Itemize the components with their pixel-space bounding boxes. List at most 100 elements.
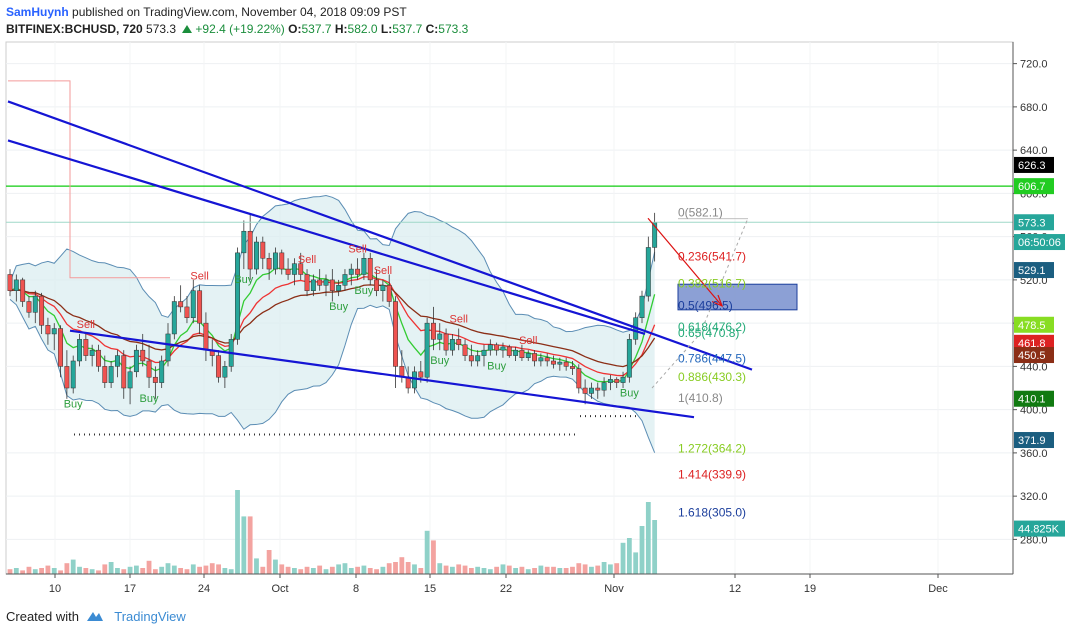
price-tag-label: 06:50:06 <box>1018 237 1061 249</box>
y-tick-label: 680.0 <box>1020 102 1048 114</box>
volume-bar <box>639 526 645 574</box>
volume-bar <box>26 566 32 574</box>
candle <box>58 325 64 378</box>
volume-bar <box>165 563 171 574</box>
candle <box>348 263 354 286</box>
buy-signal: Buy <box>64 398 83 410</box>
candle-body <box>361 258 367 275</box>
last-price: 573.3 <box>146 22 177 36</box>
sell-signal: Sell <box>348 243 366 255</box>
publish-line: SamHuynh published on TradingView.com, N… <box>6 4 468 21</box>
sell-signal: Sell <box>450 314 468 326</box>
volume-bar <box>115 568 120 574</box>
volume-bar <box>285 566 291 574</box>
candle <box>570 360 575 376</box>
candle-body <box>626 339 632 378</box>
x-tick-label: 17 <box>124 583 136 595</box>
candle <box>551 355 556 369</box>
candle <box>114 350 120 378</box>
candle <box>272 247 278 275</box>
candle <box>557 357 563 371</box>
y-tick-label: 440.0 <box>1020 361 1048 373</box>
target-zone-box <box>677 283 798 311</box>
candle <box>487 339 493 356</box>
candle <box>102 355 108 389</box>
candle <box>146 344 152 389</box>
volume-bar <box>532 568 537 574</box>
price-tag-bg <box>1014 390 1054 407</box>
fib-dashed-guide <box>651 218 749 389</box>
price-tag: 478.5 <box>1014 316 1054 333</box>
candle-body <box>241 230 247 254</box>
volume-bar <box>405 562 411 574</box>
volume-bar <box>140 568 146 574</box>
y-tick-label: 360.0 <box>1020 448 1048 460</box>
buy-signal: Buy <box>329 301 348 313</box>
volume-bar <box>620 542 626 574</box>
candle <box>500 342 506 358</box>
volume-bar <box>39 568 44 574</box>
candle-body <box>222 366 228 378</box>
candle <box>430 306 436 351</box>
volume-bar <box>633 552 639 574</box>
fib-label: 0(582.1) <box>678 206 723 220</box>
volume-bar <box>235 490 240 574</box>
candle-body <box>304 274 310 291</box>
candle <box>595 382 601 399</box>
candle <box>329 269 335 302</box>
volume-bar <box>557 568 563 574</box>
volume-bar <box>336 564 342 574</box>
volume-bar <box>380 566 386 574</box>
volume-bar <box>260 566 266 574</box>
author-name[interactable]: SamHuynh <box>6 5 69 19</box>
buy-signal: Buy <box>487 361 506 373</box>
volume-bar <box>342 563 348 574</box>
x-tick-label: Nov <box>604 583 624 595</box>
candle <box>424 317 430 383</box>
candle-body <box>20 279 26 302</box>
tradingview-brand[interactable]: TradingView <box>114 609 186 624</box>
candle-body <box>386 285 392 302</box>
candle-body <box>645 247 651 297</box>
buy-signal: Buy <box>354 285 373 297</box>
candle <box>7 269 13 297</box>
volume-bar <box>89 569 95 574</box>
candle-body <box>203 322 209 351</box>
fib-label: 1.414(339.9) <box>678 468 746 482</box>
candle-body <box>519 349 525 358</box>
volume-bar <box>159 566 165 574</box>
candle-body <box>165 333 171 362</box>
price-chart[interactable]: 0(582.1) 0.236(541.7) 0.382(516.7) 0.5(496.… <box>0 0 1072 600</box>
volume-bar <box>462 565 468 574</box>
candle-body <box>412 371 417 389</box>
time-axis: 10 17 24 Oct 8 15 22 Nov 12 19 Dec <box>6 573 1013 595</box>
candle <box>607 375 613 391</box>
candle <box>532 350 538 367</box>
volume-bar <box>538 565 544 574</box>
volume-bar <box>563 568 569 574</box>
candle-body <box>607 379 613 383</box>
candle-body <box>418 371 424 378</box>
candle <box>342 269 348 291</box>
y-tick-label: 400.0 <box>1020 405 1048 417</box>
candle <box>285 258 291 280</box>
volume-bar <box>551 566 556 574</box>
symbol-line: BITFINEX:BCHUSD, 720 573.3 +92.4 (+19.22… <box>6 21 468 38</box>
candle-body <box>513 349 519 356</box>
projection-arrow-head <box>711 294 724 307</box>
candle <box>178 285 184 313</box>
price-tag: 44.825K <box>1014 520 1065 537</box>
candle-body <box>588 387 594 394</box>
volume-bar <box>254 558 259 574</box>
candle <box>544 353 550 367</box>
volume-bar <box>431 540 436 574</box>
volume-bar <box>595 565 601 574</box>
candle-body <box>620 376 626 383</box>
candle-body <box>285 268 291 275</box>
trendline <box>69 329 695 419</box>
symbol-label: BITFINEX:BCHUSD, 720 <box>6 22 143 36</box>
candle-body <box>329 279 335 291</box>
volume-bar <box>178 568 184 574</box>
volume-bar <box>418 568 424 574</box>
candle-body <box>260 241 266 259</box>
